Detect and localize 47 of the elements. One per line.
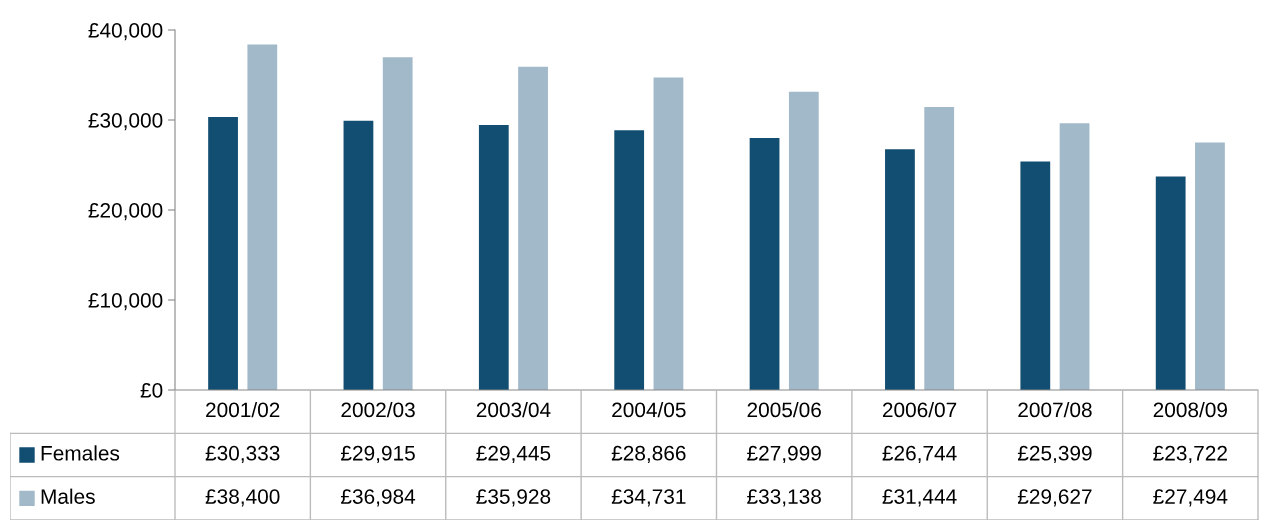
data-label: £28,866 xyxy=(611,445,686,464)
bar xyxy=(478,125,509,390)
bar xyxy=(1020,161,1051,390)
bar xyxy=(749,138,780,390)
data-label: £36,984 xyxy=(341,489,416,507)
x-tick-label: 2004/05 xyxy=(612,401,686,418)
bar xyxy=(788,91,819,390)
data-label: £30,333 xyxy=(205,445,280,464)
y-tick-label: £30,000 xyxy=(88,113,163,131)
x-tick-label: 2002/03 xyxy=(341,401,415,418)
x-tick-label: 2003/04 xyxy=(476,401,551,418)
y-tick-label: £10,000 xyxy=(88,293,163,311)
y-tick-label: £40,000 xyxy=(88,23,163,41)
data-label: £26,744 xyxy=(882,445,957,464)
data-label: £34,731 xyxy=(611,489,686,507)
data-label: £29,915 xyxy=(341,445,415,464)
bar xyxy=(247,44,278,390)
data-label: £29,445 xyxy=(476,445,551,464)
data-label: £31,444 xyxy=(882,489,957,507)
bar xyxy=(343,120,374,390)
data-label: £27,999 xyxy=(747,445,821,464)
bar xyxy=(653,77,684,390)
x-tick-label: 2008/09 xyxy=(1153,401,1227,418)
data-label: £35,928 xyxy=(476,489,551,507)
bar xyxy=(1059,123,1090,390)
x-tick-label: 2007/08 xyxy=(1018,401,1092,418)
x-tick-label: 2001/02 xyxy=(206,401,280,418)
data-label: £38,400 xyxy=(205,489,280,507)
data-label: £25,399 xyxy=(1017,445,1092,464)
data-label: £27,494 xyxy=(1153,489,1228,507)
bar xyxy=(518,66,548,390)
bar xyxy=(382,57,413,390)
bar xyxy=(614,130,645,390)
bar xyxy=(1195,142,1225,390)
bar xyxy=(924,107,955,390)
bar xyxy=(885,149,915,390)
data-label: £33,138 xyxy=(747,489,821,507)
y-tick-label: £20,000 xyxy=(88,203,163,221)
data-label: £29,627 xyxy=(1017,489,1092,507)
x-tick-label: 2005/06 xyxy=(747,401,821,418)
y-tick-label: £0 xyxy=(140,383,163,398)
legend-label: Males xyxy=(41,488,95,504)
bar xyxy=(1155,176,1186,390)
data-label: £23,722 xyxy=(1153,445,1227,464)
bar xyxy=(208,117,238,390)
legend-label: Females xyxy=(41,445,120,461)
x-tick-label: 2006/07 xyxy=(882,401,957,418)
